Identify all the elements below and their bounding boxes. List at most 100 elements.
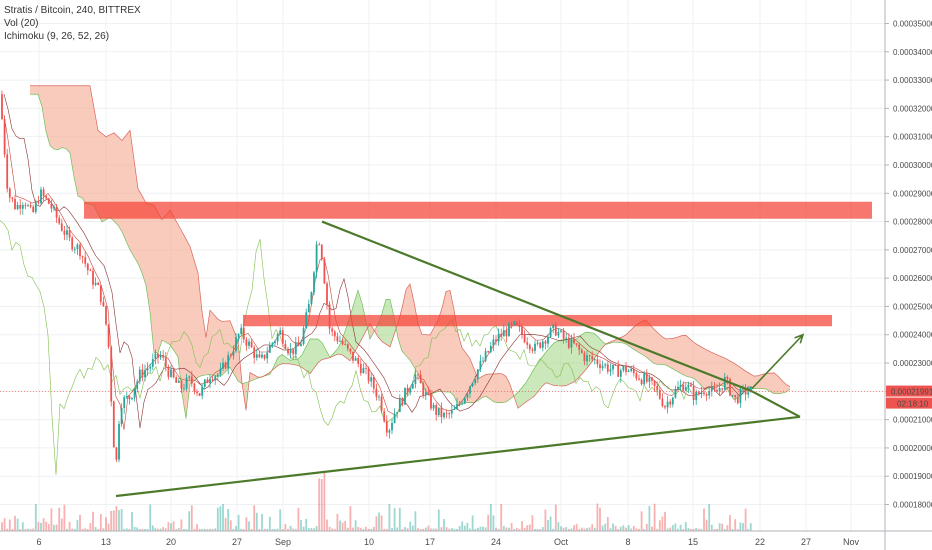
time-axis[interactable]: 6 13 20 27 Sep 10 17 24 Oct 8 15 22 27 Nov — [0, 530, 932, 547]
candle-body — [284, 343, 287, 349]
cloud-segment — [434, 320, 438, 393]
volume-bar — [302, 526, 305, 531]
triangle-apex-line[interactable] — [751, 390, 801, 418]
volume-bar — [627, 525, 630, 531]
volume-bar — [448, 528, 451, 531]
volume-bar — [365, 526, 367, 531]
candle-body — [479, 360, 482, 370]
volume-bar — [749, 523, 752, 531]
candle-body — [240, 327, 243, 334]
volume-bar — [450, 528, 453, 531]
volume-indicator-label[interactable]: Vol (20) — [4, 18, 39, 29]
volume-bar — [547, 520, 549, 531]
volume-bar — [183, 528, 185, 531]
cloud-segment — [774, 372, 778, 394]
candle-body — [255, 354, 258, 358]
candle-body — [118, 423, 120, 460]
upper-trendline[interactable] — [321, 220, 753, 393]
volume-bar — [362, 528, 365, 531]
volume-bar — [435, 528, 438, 531]
volume-bar — [622, 525, 625, 531]
volume-bar — [531, 515, 534, 531]
volume-bar — [664, 511, 666, 531]
candle-body — [656, 385, 659, 390]
candle-body — [328, 304, 331, 329]
candle-body — [562, 330, 565, 339]
breakout-arrow[interactable] — [751, 334, 804, 390]
lower-trendline[interactable] — [115, 415, 801, 498]
volume-bar — [170, 523, 172, 531]
candle-body — [430, 393, 432, 409]
volume-bar — [219, 506, 222, 531]
ichimoku-indicator-label[interactable]: Ichimoku (9, 26, 52, 26) — [4, 31, 110, 42]
volume-bar — [606, 517, 609, 531]
cloud-segment — [534, 363, 538, 397]
candle-body — [287, 348, 289, 353]
candle-body — [588, 355, 591, 357]
candle-body — [305, 312, 308, 329]
candle-body — [549, 328, 552, 337]
y-tick-label: 0.00026000 — [893, 274, 932, 283]
resistance-zone-1[interactable] — [84, 201, 872, 219]
candle-body — [383, 411, 386, 422]
volume-bar — [34, 504, 37, 531]
resistance-zone-2[interactable] — [243, 314, 832, 327]
volume-bar — [305, 518, 308, 531]
price-tag: 0.00021991 02:18:10 — [886, 385, 932, 409]
cloud-segment — [430, 327, 434, 396]
candle-body — [554, 324, 557, 336]
volume-bar — [666, 528, 669, 531]
candle-body — [115, 447, 118, 460]
volume-bar — [281, 529, 284, 531]
volume-bar — [24, 528, 27, 531]
volume-bar — [695, 528, 698, 531]
volume-bar — [463, 525, 466, 531]
cloud-segment — [206, 310, 210, 375]
chart-title[interactable]: Stratis / Bitcoin, 240, BITTREX — [4, 5, 141, 16]
volume-bar — [549, 516, 552, 531]
candle-body — [203, 379, 206, 387]
candle-body — [375, 388, 378, 397]
volume-bar — [734, 519, 737, 531]
cloud-segment — [158, 212, 162, 353]
candle-body — [341, 340, 344, 345]
volume-bar — [708, 504, 711, 531]
candle-body — [731, 394, 734, 396]
candle-body — [50, 203, 53, 209]
candle-body — [32, 206, 35, 212]
candle-body — [578, 344, 581, 350]
volume-bar — [677, 528, 679, 531]
candle-body — [427, 392, 430, 394]
volume-bar — [328, 526, 331, 531]
volume-bar — [120, 509, 123, 531]
cloud-segment — [654, 329, 658, 365]
price-axis[interactable]: 0.00035000 0.00034000 0.00033000 0.00032000… — [884, 0, 932, 550]
cloud-segment — [146, 202, 150, 313]
volume-bar — [482, 526, 484, 531]
cloud-segment — [86, 85, 90, 204]
candle-body — [123, 397, 126, 409]
candle-body — [198, 393, 201, 396]
volume-bar — [149, 504, 152, 531]
candle-body — [248, 341, 250, 346]
volume-bar — [534, 528, 536, 531]
volume-bar — [133, 526, 136, 531]
volume-bar — [63, 504, 66, 531]
volume-bar — [632, 525, 635, 531]
x-tick-label: Oct — [554, 537, 569, 547]
cloud-segment — [418, 323, 422, 383]
volume-bar — [378, 512, 380, 531]
cloud-segment — [90, 85, 94, 206]
candle-body — [149, 366, 152, 369]
y-tick-label: 0.00019000 — [893, 472, 932, 481]
volume-bar — [414, 511, 417, 531]
cloud-segment — [594, 333, 598, 359]
candle-body — [333, 331, 336, 337]
candle-body — [401, 398, 404, 405]
volume-bar — [687, 527, 690, 531]
volume-bar — [60, 518, 63, 531]
volume-bar — [682, 528, 685, 531]
cloud-segment — [482, 374, 486, 398]
